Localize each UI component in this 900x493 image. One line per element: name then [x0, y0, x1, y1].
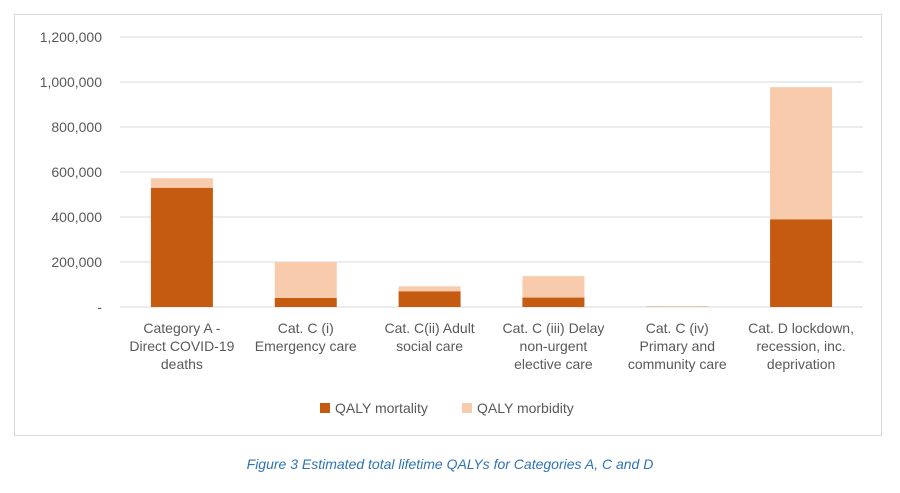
bar-segment-morbidity [646, 306, 709, 307]
bar-segment-mortality [770, 219, 833, 307]
y-tick-label: 1,000,000 [40, 74, 102, 90]
chart-frame: - 200,000 400,000 600,000 800,000 1,000,000 1,… [14, 14, 882, 436]
category-label: Cat. C (iv) Primary and community care [628, 320, 727, 372]
category-labels: Category A -Direct COVID-19 deaths Cat. C … [129, 320, 854, 372]
y-tick-label: 600,000 [51, 164, 102, 180]
bar-segment-mortality [274, 298, 337, 307]
category-label: Cat. D lockdown, recession, inc. deprivati… [748, 320, 854, 372]
legend-swatch-morbidity [462, 403, 472, 413]
y-tick-label: 200,000 [51, 254, 102, 270]
y-tick-label: 800,000 [51, 119, 102, 135]
bar-segment-mortality [398, 291, 461, 307]
category-label: Category A -Direct COVID-19 deaths [129, 320, 234, 372]
figure-caption: Figure 3 Estimated total lifetime QALYs … [246, 456, 654, 472]
category-label: Cat. C (iii) Delay non-urgent elective car… [502, 320, 604, 372]
bar-segment-mortality [522, 297, 585, 307]
bar-segment-morbidity [770, 87, 833, 220]
category-label: Cat. C (i) Emergency care [255, 320, 357, 354]
legend: QALY mortality QALY morbidity [320, 400, 574, 416]
bars [150, 87, 833, 307]
bar-segment-morbidity [398, 286, 461, 292]
bar-segment-morbidity [274, 262, 337, 298]
y-tick-label: - [97, 299, 102, 315]
y-axis-ticks: - 200,000 400,000 600,000 800,000 1,000,000 1,… [40, 29, 103, 315]
legend-label: QALY morbidity [477, 400, 574, 416]
category-label: Cat. C(ii) Adult social care [384, 320, 474, 354]
gridlines [120, 36, 863, 308]
y-tick-label: 1,200,000 [40, 29, 102, 45]
stacked-bar-chart: - 200,000 400,000 600,000 800,000 1,000,000 1,… [40, 29, 863, 416]
bar-segment-morbidity [150, 178, 213, 188]
y-tick-label: 400,000 [51, 209, 102, 225]
bar-segment-morbidity [522, 276, 585, 298]
bar-segment-mortality [150, 187, 213, 307]
legend-label: QALY mortality [335, 400, 428, 416]
legend-swatch-mortality [320, 403, 330, 413]
